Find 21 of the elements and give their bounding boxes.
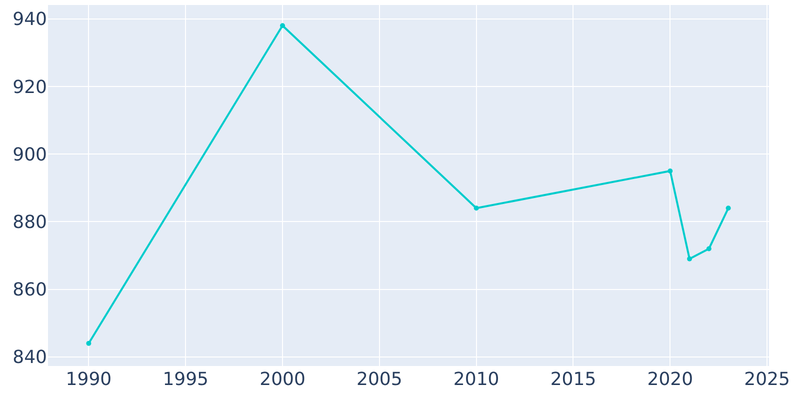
point	[474, 206, 479, 211]
x-tick-label: 2000	[260, 369, 306, 390]
y-tick-label: 940	[12, 9, 47, 30]
y-tick-label: 860	[12, 280, 47, 301]
y-tick-label: 880	[12, 212, 47, 233]
x-tick-label: 2010	[453, 369, 500, 390]
point	[86, 340, 92, 346]
point	[280, 23, 286, 28]
y-tick-label: 920	[12, 76, 47, 98]
x-tick-label: 2015	[550, 369, 596, 390]
x-tick-label: 2025	[744, 369, 790, 390]
point	[668, 168, 673, 174]
y-tick-label: 900	[12, 144, 47, 166]
x-tick-label: 2005	[356, 369, 402, 390]
x-tick-label: 2020	[647, 369, 694, 390]
x-tick-label: 1990	[66, 369, 112, 390]
y-tick-label: 840	[12, 347, 47, 368]
point	[687, 256, 692, 262]
point	[706, 246, 712, 252]
point	[726, 206, 731, 211]
x-tick-label: 1995	[162, 369, 209, 390]
